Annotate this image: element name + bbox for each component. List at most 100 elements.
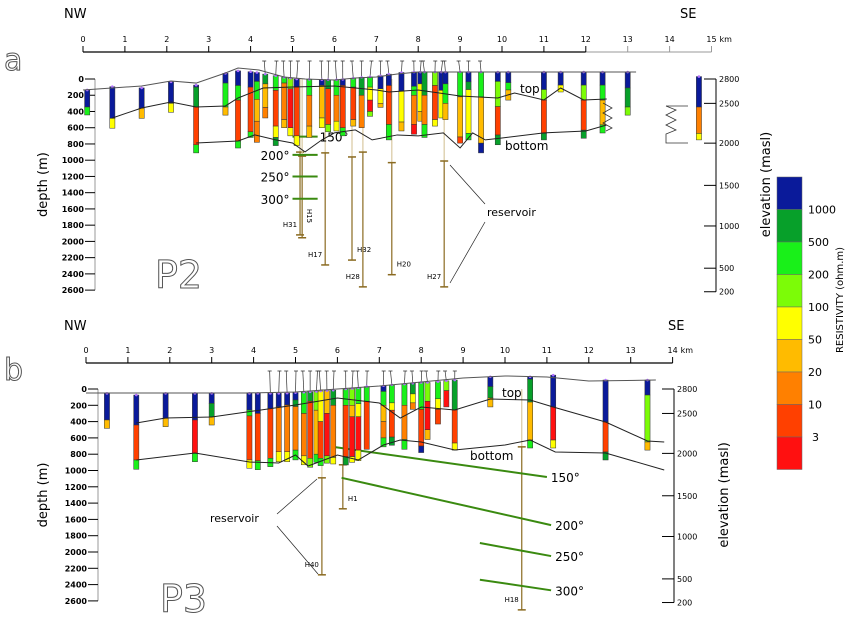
km-tick-label: 2 <box>167 346 172 355</box>
depth-tick-label: 0 <box>81 385 87 394</box>
km-unit-label: km <box>720 35 733 44</box>
sounding-layer <box>109 86 116 119</box>
km-tick-label: 6 <box>332 35 337 44</box>
sounding-layer <box>281 119 287 128</box>
sounding-layer <box>254 120 260 143</box>
km-tick-label: 5 <box>290 35 295 44</box>
elevation-tick-label: 2000 <box>719 139 739 148</box>
sounding-layer <box>162 393 169 419</box>
sounding-column <box>235 69 241 149</box>
sounding-layer <box>330 389 337 406</box>
sounding-layer <box>478 71 484 98</box>
sounding-layer <box>457 136 463 144</box>
elevation-tick-label: 200 <box>719 288 734 297</box>
sounding-layer <box>580 129 587 139</box>
sounding-station-dot <box>255 71 259 74</box>
sounding-layer <box>275 451 282 462</box>
legend-swatch <box>776 176 803 210</box>
sounding-layer <box>624 106 631 116</box>
sounding-layer <box>192 393 198 421</box>
elevation-axis-title: elevation (masl) <box>717 442 732 547</box>
sounding-layer <box>275 406 282 453</box>
sounding-layer <box>367 76 373 88</box>
sounding-layer <box>602 421 609 453</box>
isotherm-label: 300° <box>261 193 290 207</box>
sounding-layer <box>599 124 606 134</box>
sounding-layer <box>287 127 294 137</box>
sounding-layer <box>487 386 494 399</box>
sounding-layer <box>424 382 431 402</box>
sounding-layer <box>133 394 140 426</box>
sounding-layer <box>235 99 241 142</box>
sounding-layer <box>432 85 438 120</box>
depth-tick-label: 600 <box>67 124 84 133</box>
profile-name: P2 <box>155 253 202 297</box>
nw-label: NW <box>64 319 87 334</box>
km-tick-label: 2 <box>164 35 169 44</box>
sounding-layer <box>377 75 384 89</box>
sounding-layer <box>138 107 145 119</box>
sounding-column <box>133 393 140 470</box>
sounding-layer <box>580 71 587 86</box>
isotherm-label: 200° <box>261 149 290 163</box>
sounding-column <box>287 76 294 137</box>
legend-swatch <box>776 436 803 470</box>
panel-letter: a <box>4 43 22 78</box>
sounding-column <box>192 392 198 462</box>
station-marker <box>387 60 390 75</box>
sounding-layer <box>494 71 501 82</box>
sounding-layer <box>293 86 300 137</box>
km-tick-label: 6 <box>335 346 340 355</box>
sounding-layer <box>342 388 349 406</box>
sounding-layer <box>624 71 631 89</box>
sounding-layer <box>624 87 631 108</box>
sounding-column <box>457 70 463 144</box>
elevation-tick-label: 1000 <box>719 222 739 231</box>
depth-tick-label: 1200 <box>62 172 85 181</box>
sounding-layer <box>281 82 287 120</box>
station-marker <box>401 60 403 73</box>
km-tick-label: 8 <box>419 346 424 355</box>
station-marker <box>269 370 271 394</box>
sounding-station-dot <box>263 72 267 76</box>
well-label: H15 <box>305 209 313 223</box>
km-tick-label: 8 <box>416 35 421 44</box>
sounding-column <box>272 74 279 146</box>
depth-tick-label: 2000 <box>65 548 88 557</box>
sounding-layer <box>193 106 199 146</box>
legend-swatch <box>776 371 803 405</box>
sounding-station-dot <box>697 75 701 78</box>
sounding-layer <box>389 402 395 411</box>
sounding-layer <box>318 117 325 128</box>
elevation-tick-label: 2000 <box>677 449 697 458</box>
sounding-layer <box>696 106 702 134</box>
depth-tick-label: 1000 <box>65 467 88 476</box>
sounding-layer <box>104 419 110 429</box>
sounding-layer <box>599 71 606 86</box>
sounding-layer <box>494 81 501 107</box>
elevation-axis-title: elevation (masl) <box>759 132 774 237</box>
sounding-layer <box>247 131 254 138</box>
sounding-layer <box>342 405 349 457</box>
sounding-column <box>424 381 431 440</box>
well-label: H17 <box>308 251 322 259</box>
sounding-layer <box>333 79 340 96</box>
sounding-layer <box>599 84 606 101</box>
sounding-column <box>247 70 254 138</box>
sounding-column <box>162 392 169 427</box>
sounding-layer <box>442 71 449 85</box>
sounding-layer <box>363 386 370 402</box>
sounding-layer <box>208 393 215 404</box>
sounding-column <box>541 70 547 141</box>
sounding-layer <box>324 413 330 457</box>
se-label: SE <box>680 7 696 22</box>
sounding-layer <box>246 459 253 469</box>
station-marker <box>278 370 280 394</box>
station-marker <box>318 370 321 392</box>
sounding-layer <box>254 72 260 82</box>
sounding-column <box>325 78 331 133</box>
sounding-station-dot <box>236 69 240 73</box>
sounding-layer <box>355 416 362 451</box>
reservoir-top-line <box>136 397 665 443</box>
sounding-layer <box>442 103 449 120</box>
